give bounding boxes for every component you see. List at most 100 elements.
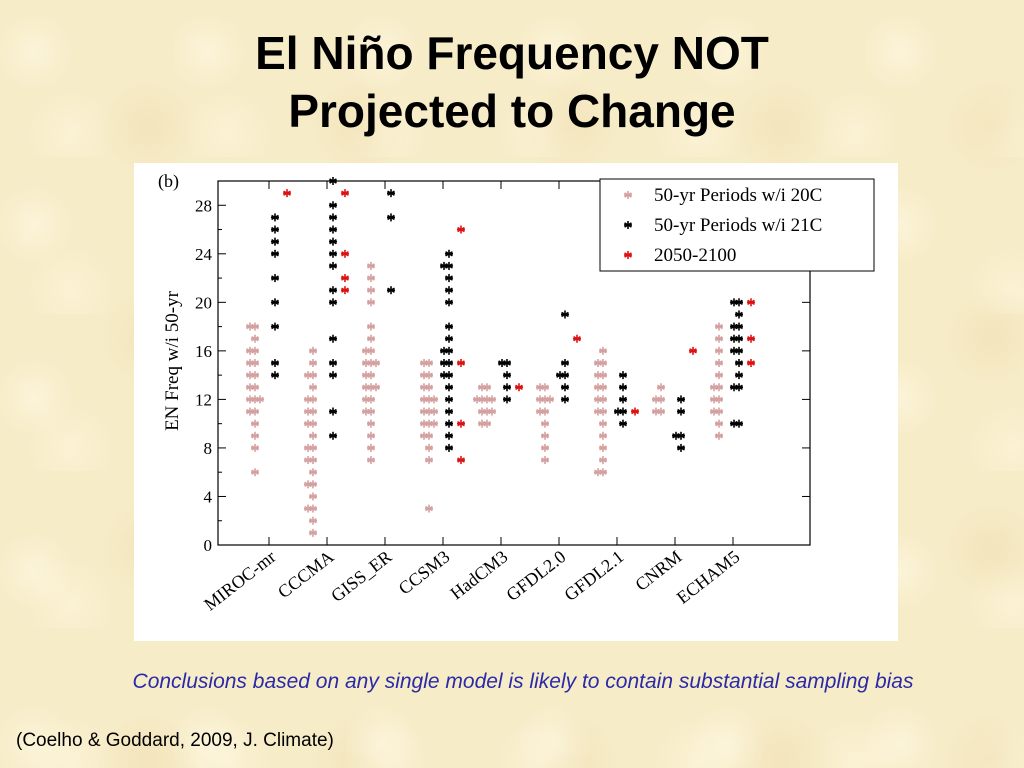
data-point-20c [304,395,312,404]
data-point-21c [614,407,622,416]
data-point-20c [478,419,486,428]
data-point-21c [503,383,511,392]
data-point-20c [251,431,259,440]
slide-title: El Niño Frequency NOT Projected to Chang… [0,24,1024,140]
data-point-21c [503,371,511,380]
data-point-20c [599,346,607,355]
data-point-20c [420,419,428,428]
data-point-2050 [341,249,349,258]
data-point-20c [367,431,375,440]
panel-label: (b) [158,171,179,192]
legend: 50-yr Periods w/i 20C 50-yr Periods w/i 2… [599,178,875,272]
data-point-20c [251,334,259,343]
data-point-20c [541,456,549,465]
data-point-21c [730,322,738,331]
data-point-20c [420,383,428,392]
data-point-20c [710,395,718,404]
data-point-20c [420,395,428,404]
data-point-20c [304,456,312,465]
data-point-20c [304,480,312,489]
data-point-21c [735,359,743,367]
data-point-20c [372,359,380,367]
data-point-20c [246,407,254,416]
data-point-2050 [457,225,465,234]
data-point-21c [329,286,337,295]
data-point-20c [715,371,723,380]
data-point-20c [309,359,317,367]
data-point-20c [541,419,549,428]
data-point-21c [556,371,564,380]
data-point-20c [420,407,428,416]
data-point-21c [440,346,448,355]
data-point-21c [271,249,279,258]
data-point-21c [329,359,337,367]
data-point-2050 [283,189,291,198]
data-point-20c [425,443,433,452]
data-point-20c [420,431,428,440]
data-point-21c [735,371,743,380]
data-point-20c [430,395,438,404]
x-tick-label: GFDL2.1 [560,546,627,605]
conclusion-text: Conclusions based on any single model is… [132,670,914,693]
data-point-20c [367,322,375,331]
data-point-21c [677,395,685,404]
data-point-21c [271,274,279,283]
data-point-20c [251,443,259,452]
data-point-21c [561,310,569,319]
x-tick-label: CCSM3 [395,546,454,598]
data-point-20c [251,419,259,428]
data-point-20c [362,383,370,392]
data-point-20c [425,504,433,513]
data-point-21c [672,431,680,440]
data-point-21c [329,177,337,185]
data-point-21c [329,407,337,416]
data-point-21c [329,371,337,380]
data-point-20c [246,346,254,355]
data-point-21c [561,395,569,404]
data-point-21c [619,395,627,404]
data-point-20c [536,407,544,416]
data-point-21c [503,395,511,404]
data-point-21c [445,286,453,295]
data-point-21c [619,383,627,392]
data-point-20c [488,407,496,416]
data-point-21c [445,431,453,440]
data-point-20c [478,407,486,416]
data-point-21c [445,274,453,283]
x-tick-label: CCCMA [274,546,338,602]
data-point-20c [430,419,438,428]
data-point-20c [362,395,370,404]
legend-marker [624,221,632,229]
y-tick-label: 4 [204,487,213,506]
slide-title-line-2: Projected to Change [288,85,736,137]
data-point-20c [594,407,602,416]
y-axis-label: EN Freq w/i 50-yr [162,290,183,431]
data-point-2050 [631,407,639,416]
data-point-20c [594,359,602,367]
data-point-20c [420,359,428,367]
slide-title-line-1: El Niño Frequency NOT [255,27,769,79]
data-point-20c [710,383,718,392]
data-point-20c [367,419,375,428]
y-tick-label: 12 [195,390,212,409]
x-tick-label: MIROC-mr [200,546,279,614]
data-point-20c [304,419,312,428]
data-point-21c [387,213,395,222]
data-point-20c [715,322,723,331]
data-point-21c [271,225,279,234]
y-tick-label: 0 [204,536,213,555]
data-point-2050 [457,419,465,428]
data-point-2050 [341,274,349,283]
data-point-20c [594,468,602,477]
data-point-21c [329,213,337,222]
data-point-21c [329,334,337,343]
data-point-2050 [457,456,465,465]
data-point-20c [652,395,660,404]
data-point-20c [546,395,554,404]
data-point-2050 [457,359,465,367]
chart-figure: 0 4 8 12 16 20 24 28 MIROC-mr CCCMA GISS_ER CCSM3 H… [134,163,898,641]
data-point-20c [246,359,254,367]
data-point-21c [730,383,738,392]
data-point-20c [367,298,375,307]
data-point-20c [367,286,375,295]
